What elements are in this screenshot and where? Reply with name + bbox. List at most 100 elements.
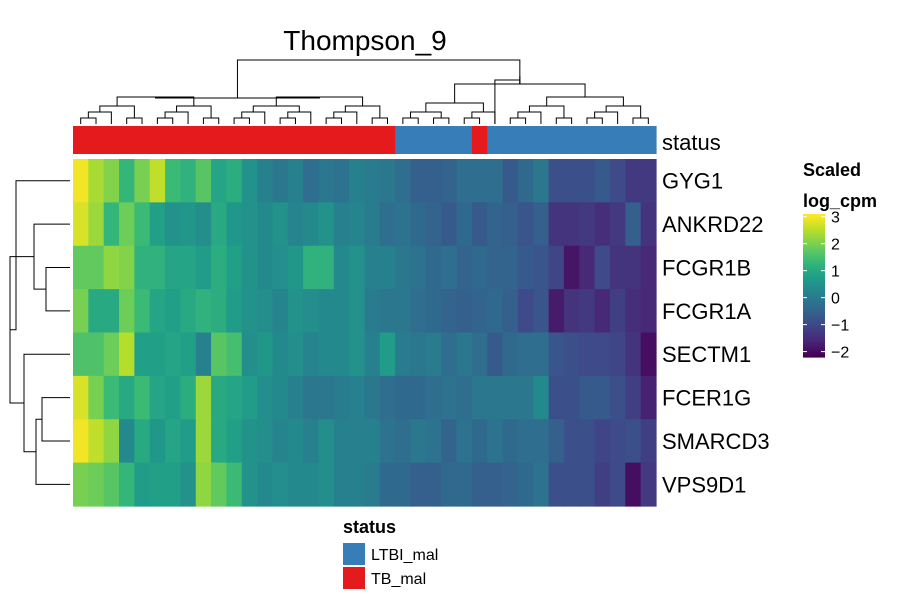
annotation-cell [73, 126, 89, 154]
heatmap-cell [625, 332, 642, 377]
colorbar-segment [803, 326, 825, 329]
annotation-cell [487, 126, 504, 154]
annotation-cell [134, 126, 151, 154]
heatmap-cell [395, 375, 412, 420]
dendrogram-branch [202, 117, 220, 124]
dendrogram-branch [425, 102, 484, 112]
heatmap-cell [364, 462, 381, 507]
heatmap-cell [180, 289, 197, 334]
heatmap-cell [165, 202, 181, 247]
heatmap-cell [579, 289, 596, 334]
heatmap-cell [441, 375, 458, 420]
heatmap-cell [425, 375, 442, 420]
heatmap-cell [226, 375, 243, 420]
heatmap-cell [594, 332, 611, 377]
dendrogram-branch [402, 117, 419, 124]
heatmap-cell [73, 375, 89, 420]
colorbar-title: Scaled [803, 160, 861, 180]
heatmap-cell [471, 289, 488, 334]
heatmap-cell [149, 462, 166, 507]
heatmap-cell [395, 332, 412, 377]
heatmap-cell [318, 289, 335, 334]
heatmap-cell [303, 419, 320, 464]
annotation-cell [349, 126, 366, 154]
colorbar-segment [803, 335, 825, 339]
heatmap-cell [364, 419, 381, 464]
heatmap-cell [533, 375, 550, 420]
colorbar-segment [803, 309, 825, 313]
heatmap-cell [579, 202, 596, 247]
heatmap-cell [471, 159, 488, 203]
heatmap-cell [103, 332, 120, 377]
colorbar-segment [803, 228, 825, 232]
heatmap-cell [548, 289, 565, 334]
heatmap-cell [456, 202, 473, 247]
annotation-cell [364, 126, 381, 154]
heatmap-cell [425, 332, 442, 377]
heatmap-cell [211, 462, 228, 507]
colorbar-segment [803, 261, 825, 265]
heatmap-cell [425, 462, 442, 507]
heatmap-cell [226, 462, 243, 507]
heatmap-cell [471, 202, 488, 247]
heatmap-cells [73, 159, 657, 507]
heatmap-cell [349, 332, 366, 377]
annotation-cell [471, 126, 488, 154]
heatmap-cell [149, 419, 166, 464]
heatmap-cell [241, 419, 258, 464]
heatmap-cell [502, 332, 519, 377]
heatmap-cell [180, 419, 197, 464]
colorbar-segment [803, 278, 825, 282]
heatmap-cell [272, 159, 289, 203]
heatmap-cell [241, 289, 258, 334]
heatmap-cell [471, 332, 488, 377]
colorbar-segment [803, 223, 825, 227]
heatmap-cell [119, 375, 135, 420]
heatmap-cell [134, 202, 151, 247]
heatmap-cell [241, 375, 258, 420]
heatmap-cell [594, 289, 611, 334]
heatmap-cell [471, 375, 488, 420]
heatmap-cell [410, 462, 427, 507]
heatmap-cell [410, 159, 427, 203]
heatmap-cell [165, 462, 181, 507]
heatmap-cell [349, 375, 366, 420]
colorbar-segment [803, 304, 825, 308]
annotation-cell [625, 126, 642, 154]
heatmap-cell [487, 202, 504, 247]
column-dendrogram [80, 59, 649, 124]
heatmap-cell [594, 159, 611, 203]
colorbar-segment [803, 254, 825, 258]
colorbar-segment [803, 218, 825, 222]
heatmap-cell [211, 375, 228, 420]
heatmap-cell [287, 462, 304, 507]
colorbar-segment [803, 287, 825, 291]
colorbar-segment [803, 221, 825, 225]
colorbar-segment [803, 347, 825, 351]
heatmap-cell [395, 462, 412, 507]
heatmap-cell [502, 245, 519, 290]
dendrogram-branch [463, 117, 481, 124]
heatmap-cell [165, 289, 181, 334]
colorbar-segment [803, 323, 825, 327]
colorbar-segment [803, 285, 825, 289]
heatmap-cell [272, 419, 289, 464]
heatmap-cell [119, 419, 135, 464]
heatmap-cell [88, 202, 105, 247]
heatmap-cell [180, 202, 197, 247]
heatmap-cell [165, 245, 181, 290]
heatmap-cell [410, 375, 427, 420]
dendrogram-branch [586, 117, 603, 124]
heatmap-cell [425, 245, 442, 290]
heatmap-cell [149, 245, 166, 290]
heatmap-cell [395, 159, 412, 203]
heatmap-cell [287, 159, 304, 203]
heatmap-cell [211, 159, 228, 203]
heatmap-cell [287, 245, 304, 290]
heatmap-cell [517, 375, 534, 420]
colorbar-segment [803, 295, 825, 299]
heatmap-cell [364, 159, 381, 203]
colorbar-segment [803, 297, 825, 301]
annotation-cell [211, 126, 228, 154]
